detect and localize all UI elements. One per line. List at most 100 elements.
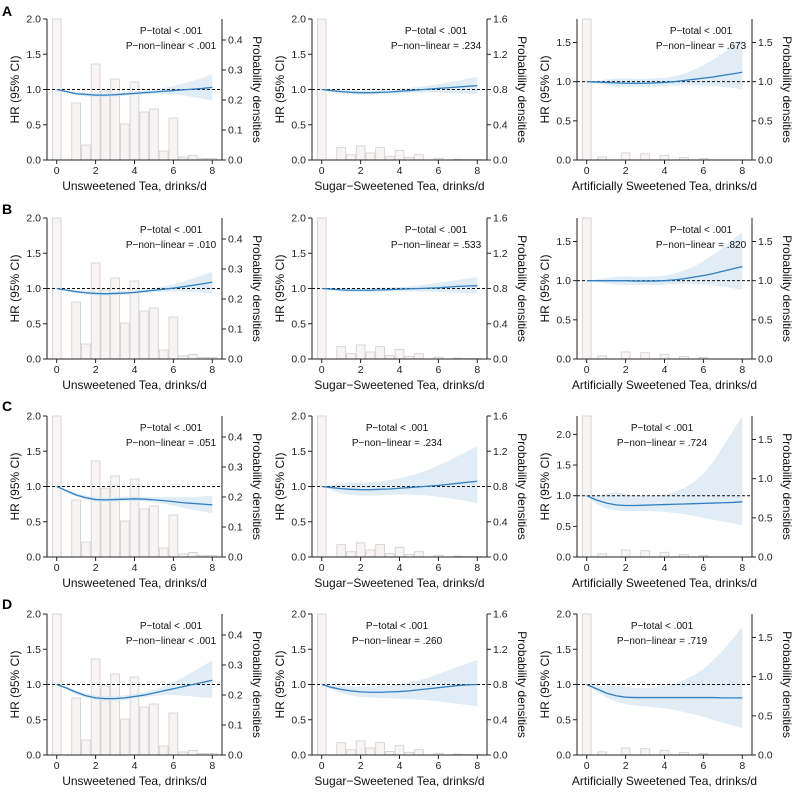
y2-axis-label: Probability densities xyxy=(250,433,264,540)
y-tick-label: 0.0 xyxy=(291,155,306,167)
y2-tick-label: 0.5 xyxy=(758,710,773,722)
y2-tick-label: 0.8 xyxy=(493,481,508,493)
histogram-bar xyxy=(394,546,405,558)
y2-tick-label: 0.1 xyxy=(228,125,243,137)
p-value-annotation: P−total < .001 xyxy=(405,225,468,236)
histogram-bar xyxy=(71,102,81,161)
p-value-annotation: P−non−linear = .820 xyxy=(656,240,747,251)
histogram-bar xyxy=(71,301,81,360)
histogram-bar xyxy=(336,346,346,360)
p-value-annotation: P−total < .001 xyxy=(670,225,733,236)
y2-tick-label: 0.0 xyxy=(758,552,773,564)
x-tick-label: 6 xyxy=(170,165,176,177)
histogram-bar xyxy=(139,508,149,558)
y-tick-label: 0.0 xyxy=(26,354,41,366)
x-tick-label: 4 xyxy=(397,562,403,574)
histogram-bar xyxy=(100,90,111,161)
y2-tick-label: 1.0 xyxy=(758,671,773,683)
histogram-bar xyxy=(659,353,670,360)
y2-tick-label: 0.0 xyxy=(228,750,243,762)
x-tick-label: 0 xyxy=(584,760,590,772)
x-tick-label: 2 xyxy=(358,165,364,177)
y2-tick-label: 0.2 xyxy=(228,690,243,702)
histogram-bar xyxy=(394,348,405,360)
y-tick-label: 0.5 xyxy=(291,516,306,528)
y-tick-label: 1.5 xyxy=(291,644,306,656)
x-tick-label: 4 xyxy=(662,760,668,772)
y-axis-label: HR (95% CI) xyxy=(273,254,287,322)
y-tick-label: 0.0 xyxy=(556,552,571,564)
y-axis-label: HR (95% CI) xyxy=(538,650,552,718)
confidence-band xyxy=(586,416,743,526)
y2-tick-label: 1.6 xyxy=(493,411,508,423)
x-tick-label: 8 xyxy=(209,364,215,376)
histogram-bar xyxy=(355,542,366,558)
y-tick-label: 1.0 xyxy=(291,84,306,96)
y2-tick-label: 0.0 xyxy=(758,750,773,762)
x-tick-label: 4 xyxy=(132,165,138,177)
y-axis-label: HR (95% CI) xyxy=(273,650,287,718)
confidence-band xyxy=(586,38,743,90)
histogram-bar xyxy=(385,355,395,360)
y2-tick-label: 0.4 xyxy=(228,234,243,246)
histogram-bar xyxy=(81,343,91,360)
confidence-band xyxy=(586,626,743,729)
y2-tick-label: 1.2 xyxy=(493,446,508,458)
y-tick-label: 1.0 xyxy=(26,481,41,493)
hr-curve xyxy=(56,485,213,506)
histogram-bar xyxy=(120,520,130,558)
y2-tick-label: 0.3 xyxy=(228,462,243,474)
histogram-bar xyxy=(81,739,91,756)
p-value-annotation: P−non−linear = .260 xyxy=(352,636,443,647)
x-tick-label: 2 xyxy=(358,760,364,772)
y2-tick-label: 0.0 xyxy=(758,354,773,366)
x-tick-label: 8 xyxy=(474,165,480,177)
p-value-annotation: P−non−linear = .533 xyxy=(391,240,482,251)
y-tick-label: 1.5 xyxy=(291,446,306,458)
y2-axis-label: Probability densities xyxy=(780,36,794,143)
histogram-bar xyxy=(100,289,111,360)
y2-axis-label: Probability densities xyxy=(250,631,264,738)
x-axis-label: Unsweetened Tea, drinks/d xyxy=(62,774,207,788)
histogram-bar xyxy=(346,749,356,756)
histogram-bar xyxy=(640,153,650,161)
histogram-bar xyxy=(620,549,631,558)
hr-curve xyxy=(321,285,478,291)
y2-axis-label: Probability densities xyxy=(515,235,529,342)
histogram-bar xyxy=(81,144,91,161)
x-tick-label: 8 xyxy=(209,562,215,574)
x-axis-label: Sugar−Sweetened Tea, drinks/d xyxy=(314,179,484,193)
histogram-bar xyxy=(375,147,385,161)
x-tick-label: 6 xyxy=(170,364,176,376)
y-axis-label: HR (95% CI) xyxy=(538,452,552,520)
histogram-bar xyxy=(149,307,159,360)
y-tick-label: 2.0 xyxy=(26,411,41,423)
histogram-bar xyxy=(110,673,120,756)
y-tick-label: 1.0 xyxy=(556,679,571,691)
x-tick-label: 6 xyxy=(435,165,441,177)
x-tick-label: 6 xyxy=(700,364,706,376)
hr-curve xyxy=(56,281,213,295)
x-tick-label: 4 xyxy=(397,760,403,772)
y2-tick-label: 0.4 xyxy=(493,119,508,131)
y2-axis-label: Probability densities xyxy=(250,235,264,342)
histogram-bar xyxy=(188,750,198,756)
subplots: 0 2 4 6 8 0.0 0.5 1.0 1.5 2.0 0.0 0.1 0.2 0.3 0.4 Unswe… xyxy=(8,14,794,789)
y-tick-label: 1.0 xyxy=(556,76,571,88)
y2-tick-label: 0.0 xyxy=(228,552,243,564)
subplot-c-3: 0 2 4 6 8 0.0 0.5 1.0 1.5 2.0 0.0 0.5 1.0 1.5 Artifici… xyxy=(538,415,794,590)
y-tick-label: 0.0 xyxy=(291,750,306,762)
p-value-annotation: P−non−linear = .234 xyxy=(391,41,482,52)
p-value-annotation: P−total < .001 xyxy=(631,423,694,434)
x-tick-label: 2 xyxy=(623,165,629,177)
histogram-bar xyxy=(139,111,149,161)
histogram-bar xyxy=(659,551,670,558)
y2-tick-label: 0.0 xyxy=(493,552,508,564)
x-tick-label: 4 xyxy=(132,562,138,574)
x-axis-label: Artificially Sweetened Tea, drinks/d xyxy=(572,378,757,392)
x-tick-label: 0 xyxy=(54,364,60,376)
y-axis-label: HR (95% CI) xyxy=(538,254,552,322)
y2-tick-label: 0.3 xyxy=(228,660,243,672)
y-tick-label: 0.0 xyxy=(26,155,41,167)
